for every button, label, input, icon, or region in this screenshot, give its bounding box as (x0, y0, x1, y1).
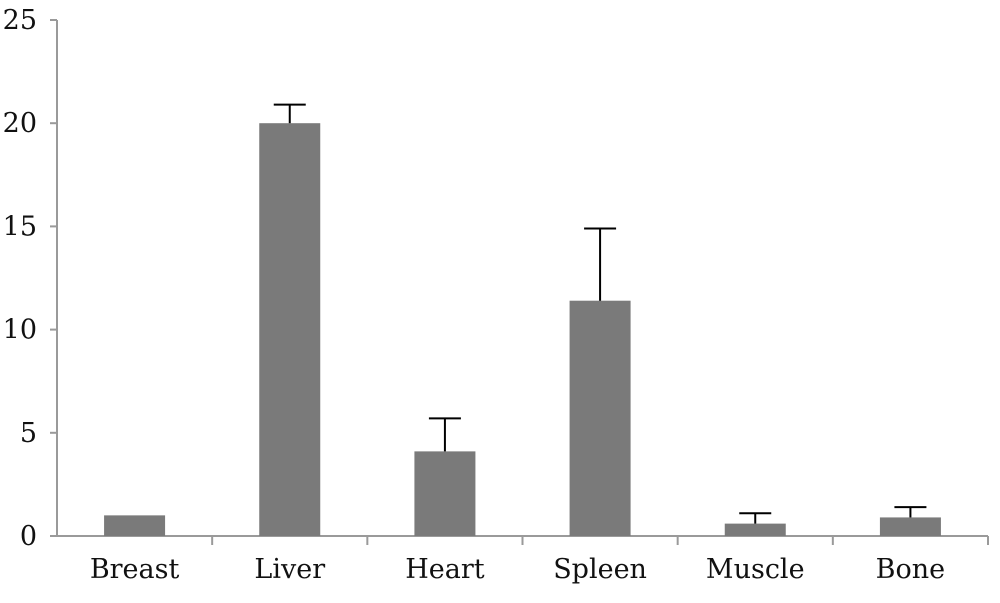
bar-liver (259, 123, 321, 536)
axes (50, 19, 989, 545)
x-category-label: Breast (90, 554, 180, 585)
bar-heart (414, 451, 476, 536)
y-tick-label: 20 (3, 108, 37, 139)
x-category-label: Spleen (553, 554, 647, 585)
error-bars (273, 103, 927, 524)
x-category-label: Muscle (706, 554, 805, 585)
bar-muscle (724, 523, 786, 536)
y-tick-label: 25 (3, 5, 37, 36)
bar-spleen (569, 300, 631, 536)
bar-breast (104, 515, 166, 536)
y-tick-label: 15 (3, 211, 37, 242)
bar-bone (879, 517, 941, 536)
y-tick-label: 5 (20, 418, 37, 449)
x-category-label: Liver (254, 554, 325, 585)
y-tick-label: 0 (20, 521, 37, 552)
x-category-label: Bone (876, 554, 945, 585)
x-category-label: Heart (405, 554, 485, 585)
labels: 0 5 10 15 20 25 Breast Liver Heart Spleen Muscle Bo… (3, 5, 946, 585)
y-tick-label: 10 (3, 315, 37, 346)
bars (104, 123, 941, 536)
